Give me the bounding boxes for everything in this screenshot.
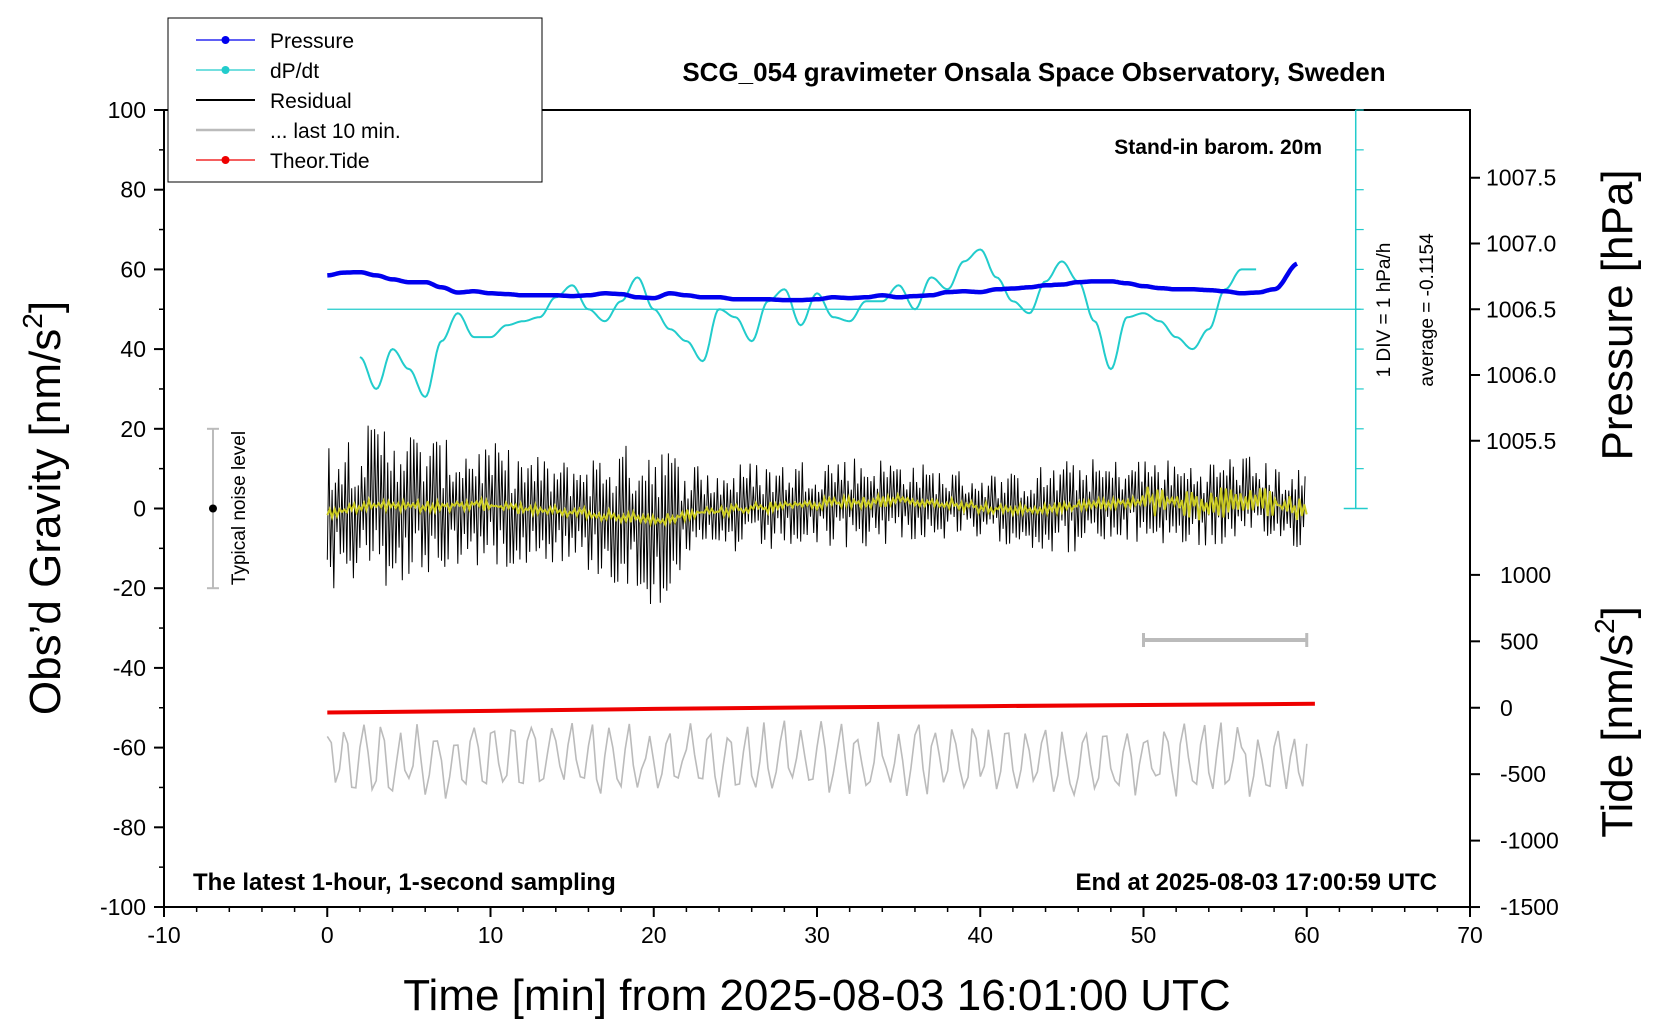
tide-tick-label: 1000 bbox=[1500, 562, 1551, 588]
y-tick-label: -40 bbox=[113, 655, 146, 681]
x-tick-label: 40 bbox=[967, 922, 993, 948]
tide-axis-ticks: 1000 500 0 -500 -1000 -1500 bbox=[1470, 562, 1559, 920]
y-tick-label: 20 bbox=[120, 416, 146, 442]
x-tick-label: 70 bbox=[1457, 922, 1483, 948]
y-axis-label-main: Obs’d Gravity [nm/s bbox=[21, 329, 70, 715]
bottom-left-note: The latest 1-hour, 1-second sampling bbox=[193, 869, 616, 896]
y-tick-label: -60 bbox=[113, 735, 146, 761]
x-axis-label: Time [min] from 2025-08-03 16:01:00 UTC bbox=[403, 971, 1230, 1020]
x-tick-label: 50 bbox=[1131, 922, 1157, 948]
pressure-tick-label: 1006.5 bbox=[1486, 296, 1556, 322]
y-axis-label-close: ] bbox=[21, 301, 70, 313]
y-tick-label: 100 bbox=[108, 97, 146, 123]
chart-title: SCG_054 gravimeter Onsala Space Observat… bbox=[682, 57, 1385, 87]
legend-label: Pressure bbox=[270, 30, 354, 53]
pressure-axis-label: Pressure [hPa] bbox=[1593, 169, 1642, 460]
tide-axis-label-main: Tide [nm/s bbox=[1593, 634, 1642, 838]
residual-series-line bbox=[326, 425, 1306, 605]
x-tick-label: 10 bbox=[478, 922, 504, 948]
average-note: average = -0.1154 bbox=[1417, 233, 1438, 387]
legend-label: dP/dt bbox=[270, 60, 319, 83]
pressure-axis-ticks: 1007.5 1007.0 1006.5 1006.0 1005.5 bbox=[1470, 165, 1556, 454]
series-layer bbox=[326, 248, 1315, 799]
pressure-tick-label: 1007.0 bbox=[1486, 230, 1556, 256]
scale-div-note: 1 DIV = 1 hPa/h bbox=[1374, 243, 1395, 378]
legend-marker bbox=[221, 66, 230, 74]
x-tick-label: 60 bbox=[1294, 922, 1320, 948]
barometer-note: Stand-in barom. 20m bbox=[1114, 136, 1322, 159]
decor-layer bbox=[206, 109, 1368, 648]
legend-label: Residual bbox=[270, 90, 352, 113]
y-axis-label-sup: 2 bbox=[17, 313, 48, 329]
legend-marker bbox=[221, 36, 230, 44]
y-axis-label: Obs’d Gravity [nm/s2] bbox=[17, 301, 70, 715]
pressure-tick-label: 1007.5 bbox=[1486, 165, 1556, 191]
x-tick-label: -10 bbox=[147, 922, 180, 948]
y-tick-label: -20 bbox=[113, 575, 146, 601]
x-axis-ticks: -10 0 10 20 30 40 50 60 70 bbox=[147, 907, 1483, 948]
y-tick-label: -80 bbox=[113, 814, 146, 840]
legend-label: ... last 10 min. bbox=[270, 120, 401, 143]
tide-axis-label-close: ] bbox=[1593, 606, 1642, 618]
pressure-tick-label: 1005.5 bbox=[1486, 428, 1556, 454]
y-tick-label: 0 bbox=[133, 496, 146, 522]
tide-series-line bbox=[327, 701, 1315, 715]
x-tick-label: 30 bbox=[804, 922, 830, 948]
noise-bar-center-dot bbox=[208, 504, 217, 513]
tide-axis-label-sup: 2 bbox=[1589, 618, 1620, 634]
y-tick-label: 80 bbox=[120, 177, 146, 203]
legend-label: Theor.Tide bbox=[270, 150, 370, 173]
x-tick-label: 20 bbox=[641, 922, 667, 948]
y-tick-label: -100 bbox=[100, 894, 146, 920]
y-axis-ticks: 100 80 60 40 20 0 -20 -40 -60 -80 -100 bbox=[100, 97, 164, 920]
y-tick-label: 40 bbox=[120, 336, 146, 362]
x-tick-label: 0 bbox=[321, 922, 334, 948]
tide-tick-label: -1000 bbox=[1500, 828, 1559, 854]
tide-tick-label: 500 bbox=[1500, 628, 1538, 654]
tide-tick-label: -1500 bbox=[1500, 894, 1559, 920]
y-tick-label: 60 bbox=[120, 256, 146, 282]
tide-tick-label: -500 bbox=[1500, 761, 1546, 787]
bottom-right-note: End at 2025-08-03 17:00:59 UTC bbox=[1076, 869, 1438, 896]
last10-series-line bbox=[326, 720, 1308, 799]
pressure-tick-label: 1006.0 bbox=[1486, 362, 1556, 388]
pressure-series-line bbox=[327, 261, 1298, 303]
legend-marker bbox=[221, 156, 230, 164]
tide-axis-label: Tide [nm/s2] bbox=[1589, 606, 1642, 838]
dpdt-series-line bbox=[359, 248, 1257, 399]
noise-note: Typical noise level bbox=[229, 431, 250, 585]
legend: Pressure dP/dt Residual ... last 10 min. The… bbox=[196, 30, 401, 173]
tide-tick-label: 0 bbox=[1500, 695, 1513, 721]
residual-smoothed-line bbox=[326, 486, 1308, 528]
